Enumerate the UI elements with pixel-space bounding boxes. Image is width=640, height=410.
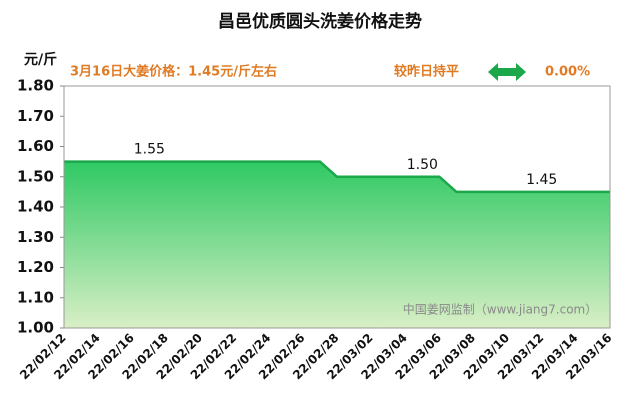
y-tick-label: 1.80 <box>17 77 54 95</box>
y-tick-label: 1.10 <box>17 288 54 306</box>
line <box>64 160 610 194</box>
y-tick-label: 1.30 <box>17 228 54 246</box>
y-tick-label: 1.20 <box>17 258 54 276</box>
change-pct: 0.00% <box>545 65 590 80</box>
y-tick-label: 1.70 <box>17 107 54 125</box>
plot: 1.00 1.10 1.20 1.30 1.40 1.50 1.60 1.70 1.80 1.55… <box>17 77 615 383</box>
y-tick-label: 1.50 <box>17 167 54 185</box>
change-note: 较昨日持平 <box>394 64 459 80</box>
y-axis-label: 元/斤 <box>24 51 57 68</box>
y-tick-label: 1.60 <box>17 137 54 155</box>
price-note: 3月16日大姜价格：1.45元/斤左右 <box>70 64 277 80</box>
data-label: 1.55 <box>134 142 165 158</box>
chart-title: 昌邑优质圆头洗姜价格走势 <box>218 11 422 32</box>
data-label: 1.50 <box>407 157 438 173</box>
data-label: 1.45 <box>526 172 557 188</box>
watermark: 中国姜网监制（www.jiang7.com） <box>403 302 597 317</box>
y-tick-label: 1.40 <box>17 198 54 216</box>
plot-border <box>63 85 611 329</box>
flat-arrow-icon <box>488 63 526 81</box>
y-tick-label: 1.00 <box>17 319 54 337</box>
area <box>64 161 610 328</box>
